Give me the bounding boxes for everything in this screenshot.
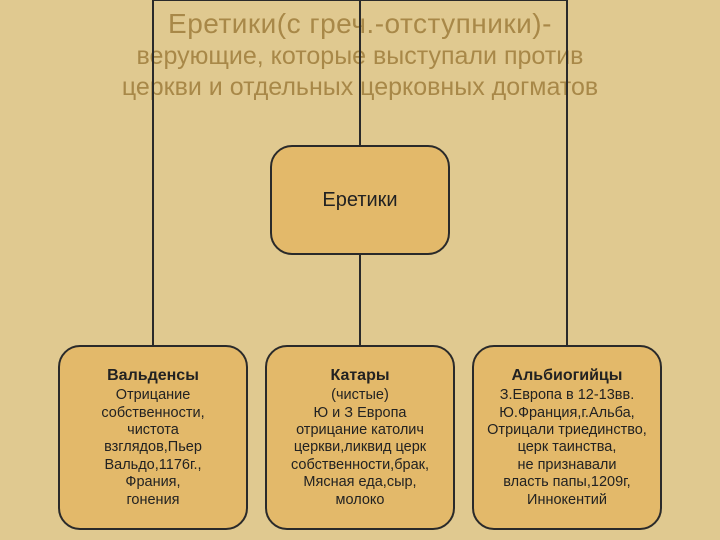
leaf-body: (чистые) Ю и З Европа отрицание католич … (291, 387, 429, 509)
leaf-node-albigoicy: Альбиогийцы З.Европа в 12-13вв. Ю.Франци… (472, 345, 662, 530)
root-node: Еретики (270, 145, 450, 255)
title-sub-line1: верующие, которые выступали против (30, 41, 690, 72)
leaf-body: З.Европа в 12-13вв. Ю.Франция,г.Альба, О… (487, 387, 647, 509)
leaf-node-katary: Катары (чистые) Ю и З Европа отрицание к… (265, 345, 455, 530)
leaf-header: Катары (330, 366, 389, 385)
leaf-header: Альбиогийцы (512, 366, 623, 385)
title-sub-line2: церкви и отдельных церковных догматов (30, 72, 690, 103)
leaf-header: Вальденсы (107, 366, 199, 385)
root-label: Еретики (322, 188, 397, 212)
title-main: Еретики(с греч.-отступники)- (30, 6, 690, 41)
page-title-block: Еретики(с греч.-отступники)- верующие, к… (0, 0, 720, 104)
leaf-node-valdensy: Вальденсы Отрицание собственности, чисто… (58, 345, 248, 530)
leaf-body: Отрицание собственности, чистота взглядо… (101, 387, 204, 509)
